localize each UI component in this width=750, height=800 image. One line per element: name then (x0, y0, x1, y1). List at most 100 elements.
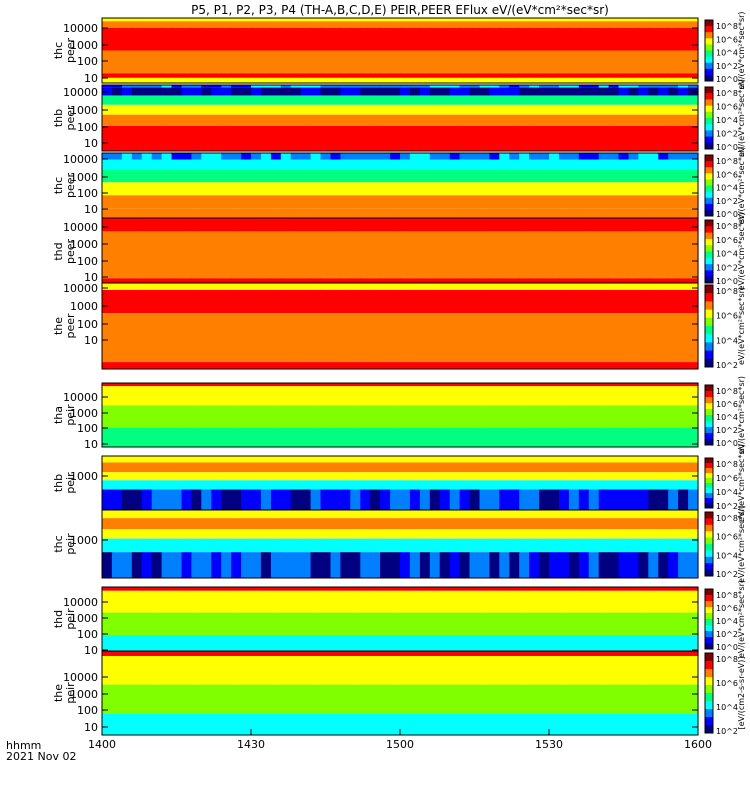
colorbar-swatch (705, 613, 713, 620)
spectrogram-cell (608, 114, 620, 126)
colorbar-swatch (705, 512, 713, 519)
spectrogram-cell (429, 538, 441, 553)
spectrogram-cell (121, 231, 133, 252)
spectrogram-cell (608, 77, 620, 83)
spectrogram-cell (678, 195, 689, 209)
spectrogram-cell (201, 489, 212, 510)
spectrogram-cell (588, 472, 600, 481)
spectrogram-cell (499, 153, 510, 160)
spectrogram-cell (161, 208, 173, 219)
spectrogram-cell (360, 283, 371, 290)
colorbar-frame (704, 284, 714, 368)
spectrogram-cell (201, 462, 212, 473)
spectrogram-cell (459, 159, 471, 170)
spectrogram-cell (459, 50, 471, 74)
spectrogram-cell (300, 362, 312, 369)
spectrogram-cell (241, 489, 252, 510)
spectrogram-cell (578, 472, 590, 481)
spectrogram-cell (111, 462, 123, 473)
spectrogram-cell (300, 159, 312, 170)
spectrogram-cell (648, 95, 659, 105)
spectrogram-cell (638, 73, 649, 78)
spectrogram-cell (618, 612, 629, 635)
spectrogram-cell (549, 462, 560, 473)
spectrogram-cell (131, 405, 143, 428)
spectrogram-cell (628, 405, 639, 428)
spectrogram-cell (489, 590, 500, 613)
spectrogram-cell (151, 95, 163, 105)
spectrogram-cell (678, 251, 689, 279)
spectrogram-cell (688, 313, 699, 348)
spectrogram-cell (181, 208, 192, 219)
spectrogram-cell (409, 169, 421, 183)
spectrogram-cell (241, 153, 252, 160)
colorbar-frame (704, 511, 714, 577)
colorbar-tick-label: 10^2 (716, 630, 738, 639)
spectrogram-cell (449, 383, 461, 387)
spectrogram-cell (320, 656, 331, 685)
spectrogram-cell (638, 125, 649, 151)
spectrogram-cell (429, 510, 441, 519)
spectrogram-cell (439, 231, 451, 252)
spectrogram-cell (588, 283, 600, 290)
spectrogram-cell (439, 27, 451, 51)
spectrogram-cell (449, 278, 461, 285)
colorbar-swatch (705, 167, 713, 174)
spectrogram-cell (469, 208, 480, 219)
spectrogram-cell (300, 684, 312, 714)
spectrogram-cell (578, 714, 590, 735)
spectrogram-cell (300, 104, 312, 115)
spectrogram-cell (280, 462, 292, 473)
y-tick-label: 10000 (63, 221, 98, 234)
spectrogram-cell (429, 182, 441, 196)
spectrogram-cell (658, 552, 669, 578)
colorbar-swatch (705, 270, 713, 278)
spectrogram-cell (558, 27, 570, 51)
spectrogram-cell (102, 182, 113, 196)
spectrogram-cell (529, 278, 540, 285)
spectrogram-cell (419, 383, 431, 387)
spectrogram-cell (529, 612, 540, 635)
spectrogram-cell (439, 656, 451, 685)
spectrogram-cell (260, 538, 272, 553)
spectrogram-cell (419, 405, 431, 428)
colorbar-tick-label: 10^8 (716, 287, 738, 296)
spectrogram-cell (409, 18, 421, 22)
spectrogram-cell (400, 289, 411, 314)
colorbar-swatch (705, 403, 713, 410)
spectrogram-cell (618, 587, 629, 591)
spectrogram-cell (668, 153, 679, 160)
spectrogram-cell (290, 635, 302, 651)
spectrogram-cell (568, 182, 580, 196)
spectrogram-cell (340, 480, 351, 490)
spectrogram-cell (558, 85, 570, 88)
spectrogram-cell (380, 208, 391, 219)
spectrogram-cell (370, 85, 381, 88)
spectrogram-cell (648, 714, 659, 735)
spectrogram-cell (141, 684, 153, 714)
spectrogram-cell (231, 529, 242, 539)
spectrogram-cell (499, 21, 510, 28)
spectrogram-cell (290, 278, 302, 285)
spectrogram-cell (519, 85, 530, 88)
spectrogram-cell (260, 125, 272, 151)
spectrogram-cell (181, 85, 192, 88)
spectrogram-cell (360, 77, 371, 83)
spectrogram-cell (618, 362, 629, 369)
spectrogram-cell (419, 208, 431, 219)
spectrogram-cell (638, 480, 649, 490)
spectrogram-cell (558, 552, 570, 578)
spectrogram-cell (608, 85, 620, 88)
colorbar-tick-label: 10^6 (716, 604, 738, 613)
spectrogram-cell (568, 87, 580, 96)
spectrogram-cell (558, 77, 570, 83)
spectrogram-cell (191, 714, 202, 735)
spectrogram-cell (251, 27, 262, 51)
spectrogram-cell (201, 651, 212, 656)
spectrogram-cell (102, 289, 113, 314)
spectrogram-cell (618, 104, 629, 115)
spectrogram-cell (121, 251, 133, 279)
spectrogram-cell (578, 362, 590, 369)
spectrogram-cell (151, 50, 163, 74)
spectrogram-cell (340, 635, 351, 651)
